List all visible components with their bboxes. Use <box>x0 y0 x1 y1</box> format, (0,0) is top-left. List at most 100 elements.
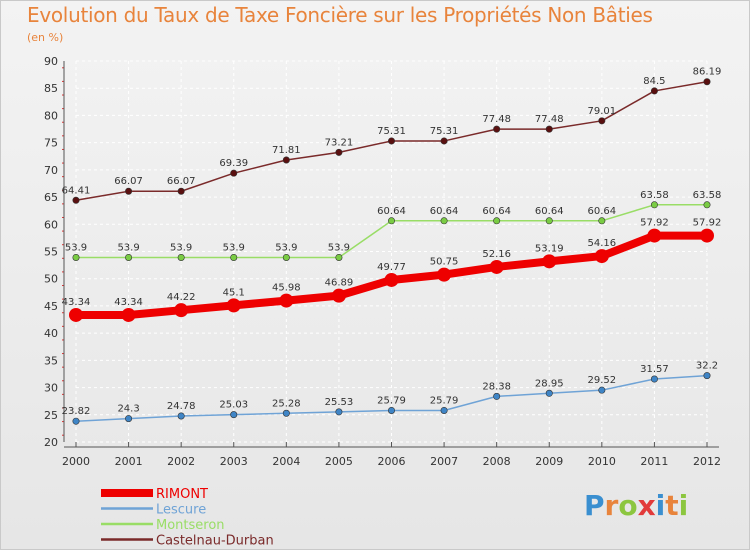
data-label: 25.03 <box>219 400 248 411</box>
logo-letter: r <box>604 489 619 522</box>
x-tick-label: 2010 <box>588 455 616 468</box>
data-label: 50.75 <box>430 257 459 268</box>
data-point <box>335 253 343 261</box>
data-label: 29.52 <box>588 375 617 386</box>
data-point <box>387 406 395 414</box>
x-tick-label: 2005 <box>325 455 353 468</box>
data-point <box>125 187 133 195</box>
legend-label: RIMONT <box>156 487 208 502</box>
data-label: 53.9 <box>170 242 192 253</box>
data-label: 66.07 <box>114 176 143 187</box>
data-point <box>493 217 501 225</box>
data-label: 53.9 <box>275 242 297 253</box>
data-point <box>650 87 658 95</box>
data-label: 44.22 <box>167 292 196 303</box>
data-point <box>121 307 136 322</box>
data-point <box>72 196 80 204</box>
data-label: 63.58 <box>693 190 722 201</box>
x-tick-label: 2007 <box>430 455 458 468</box>
y-tick-label: 70 <box>44 164 58 177</box>
data-point <box>226 298 241 313</box>
data-point <box>437 267 452 282</box>
data-point <box>384 272 399 287</box>
x-tick-label: 2002 <box>167 455 195 468</box>
logo-letter: o <box>618 489 638 522</box>
data-label: 75.31 <box>377 126 406 137</box>
x-tick-label: 2003 <box>220 455 248 468</box>
data-label: 28.38 <box>482 381 511 392</box>
data-point <box>331 288 346 303</box>
data-point <box>650 201 658 209</box>
data-label: 25.53 <box>325 397 354 408</box>
y-tick-label: 40 <box>44 327 58 340</box>
data-point <box>230 253 238 261</box>
data-point <box>282 409 290 417</box>
data-point <box>594 249 609 264</box>
data-label: 69.39 <box>219 158 248 169</box>
data-label: 66.07 <box>167 176 196 187</box>
x-tick-label: 2008 <box>483 455 511 468</box>
data-point <box>177 253 185 261</box>
series-lines <box>69 78 714 425</box>
data-point <box>545 389 553 397</box>
data-point <box>335 148 343 156</box>
data-point <box>545 125 553 133</box>
data-label: 32.2 <box>696 361 718 372</box>
y-tick-label: 20 <box>44 436 58 449</box>
data-label: 60.64 <box>430 206 459 217</box>
data-point <box>489 259 504 274</box>
data-point <box>72 417 80 425</box>
data-label: 25.79 <box>430 395 459 406</box>
data-point <box>230 169 238 177</box>
data-point <box>335 408 343 416</box>
data-point <box>174 303 189 318</box>
data-label: 75.31 <box>430 126 459 137</box>
y-tick-label: 50 <box>44 273 58 286</box>
data-point <box>598 117 606 125</box>
x-tick-label: 2012 <box>693 455 721 468</box>
data-point <box>440 137 448 145</box>
data-label: 77.48 <box>535 114 564 125</box>
data-point <box>650 375 658 383</box>
y-tick-label: 55 <box>44 246 58 259</box>
y-tick-label: 25 <box>44 409 58 422</box>
data-point <box>700 228 714 243</box>
y-tick-label: 35 <box>44 354 58 367</box>
data-label: 60.64 <box>588 206 617 217</box>
data-label: 64.41 <box>62 185 91 196</box>
data-point <box>282 253 290 261</box>
data-point <box>440 217 448 225</box>
data-label: 24.78 <box>167 401 196 412</box>
data-label: 25.79 <box>377 395 406 406</box>
data-label: 79.01 <box>588 106 617 117</box>
data-point <box>125 415 133 423</box>
data-point <box>387 217 395 225</box>
data-label: 52.16 <box>482 249 511 260</box>
data-label: 53.9 <box>65 242 87 253</box>
y-tick-label: 60 <box>44 218 58 231</box>
data-label: 86.19 <box>693 67 722 78</box>
data-point <box>230 411 238 419</box>
logo-letter: i <box>678 489 689 522</box>
data-label: 63.58 <box>640 190 669 201</box>
data-label: 24.3 <box>117 404 139 415</box>
data-point <box>703 78 711 86</box>
data-label: 57.92 <box>640 218 669 229</box>
y-tick-label: 80 <box>44 109 58 122</box>
legend-label: Castelnau-Durban <box>156 534 274 549</box>
data-point <box>279 293 294 308</box>
data-label: 28.95 <box>535 378 564 389</box>
data-label: 73.21 <box>325 137 354 148</box>
data-point <box>72 253 80 261</box>
data-label: 53.9 <box>328 242 350 253</box>
x-tick-label: 2006 <box>378 455 406 468</box>
y-tick-label: 45 <box>44 300 58 313</box>
data-point <box>69 307 83 322</box>
data-point <box>440 406 448 414</box>
data-label: 60.64 <box>482 206 511 217</box>
y-tick-label: 85 <box>44 82 58 95</box>
data-label: 54.16 <box>588 238 617 249</box>
logo-letter: t <box>665 489 679 522</box>
data-point <box>493 125 501 133</box>
data-label: 71.81 <box>272 145 301 156</box>
